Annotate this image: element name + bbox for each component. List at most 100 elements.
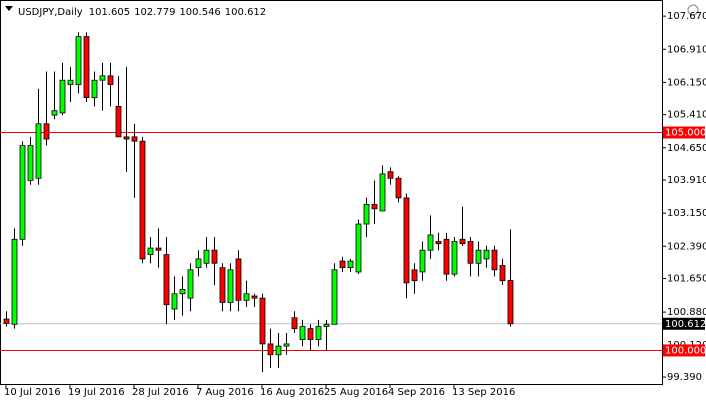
price-label: 100.612 xyxy=(665,319,706,330)
down-candle-body xyxy=(339,260,346,269)
high-value: 102.779 xyxy=(134,7,175,18)
up-candle-body xyxy=(75,36,82,85)
down-candle-body xyxy=(123,136,130,140)
down-candle-body xyxy=(467,241,474,264)
up-candle-body xyxy=(59,79,66,114)
y-tick-label: 107.670 xyxy=(667,11,706,22)
up-candle-body xyxy=(355,223,362,273)
y-tick-label: 106.150 xyxy=(667,77,706,88)
up-candle-body xyxy=(475,249,482,264)
down-candle-body xyxy=(155,247,162,251)
down-candle-body xyxy=(3,318,10,324)
x-tick-label: 4 Sep 2016 xyxy=(388,387,445,398)
x-tick-label: 7 Aug 2016 xyxy=(196,387,254,398)
down-candle-body xyxy=(395,177,402,199)
up-candle-body xyxy=(243,293,250,301)
up-candle-body xyxy=(227,269,234,303)
down-candle-body xyxy=(43,123,50,140)
up-candle-body xyxy=(147,247,154,255)
price-label-box xyxy=(663,317,705,330)
up-candle-body xyxy=(35,123,42,179)
chart-header: USDJPY,Daily 101.605 102.779 100.546 100.612 xyxy=(18,7,266,18)
x-tick-label: 16 Aug 2016 xyxy=(260,387,324,398)
y-tick-label: 103.910 xyxy=(667,175,706,186)
up-candle-body xyxy=(51,110,58,116)
down-candle-body xyxy=(443,238,450,275)
x-tick-label: 25 Aug 2016 xyxy=(324,387,388,398)
down-candle-body xyxy=(163,254,170,306)
y-tick-label: 99.390 xyxy=(667,372,702,383)
up-candle-body xyxy=(379,173,386,212)
down-candle-body xyxy=(291,317,298,330)
down-candle-body xyxy=(387,171,394,179)
x-tick-label: 19 Jul 2016 xyxy=(68,387,125,398)
x-tick-label: 28 Jul 2016 xyxy=(132,387,189,398)
down-candle-body xyxy=(403,197,410,284)
down-candle-body xyxy=(219,267,226,303)
up-candle-body xyxy=(419,249,426,273)
down-candle-body xyxy=(131,136,138,142)
up-candle-body xyxy=(427,234,434,251)
up-candle-body xyxy=(67,79,74,85)
down-candle-body xyxy=(251,295,258,299)
up-candle-body xyxy=(19,145,26,240)
y-tick-label: 101.650 xyxy=(667,274,706,285)
close-value: 100.612 xyxy=(225,7,266,18)
x-tick-label: 10 Jul 2016 xyxy=(4,387,61,398)
down-candle-body xyxy=(107,75,114,85)
down-candle-body xyxy=(411,269,418,282)
down-candle-body xyxy=(115,105,122,138)
up-candle-body xyxy=(283,343,290,347)
menu-arrow xyxy=(5,6,13,11)
down-candle-body xyxy=(459,238,466,245)
down-candle-body xyxy=(307,328,314,340)
up-candle-body xyxy=(195,258,202,269)
down-candle-body xyxy=(491,249,498,271)
price-label-box xyxy=(663,126,705,139)
y-tick-label: 106.910 xyxy=(667,44,706,55)
plot-frame xyxy=(0,0,663,385)
x-tick-label: 13 Sep 2016 xyxy=(452,387,515,398)
low-value: 100.546 xyxy=(179,7,220,18)
price-label: 105.000 xyxy=(665,128,706,139)
up-candle-body xyxy=(11,238,18,325)
symbol: USDJPY,Daily xyxy=(18,7,83,18)
open-value: 101.605 xyxy=(89,7,130,18)
down-candle-body xyxy=(435,241,442,245)
down-candle-body xyxy=(371,204,378,210)
price-label: 100.000 xyxy=(665,345,706,356)
down-candle-body xyxy=(507,280,514,325)
y-tick-label: 100.880 xyxy=(667,307,706,318)
down-candle-body xyxy=(499,265,506,282)
down-candle-body xyxy=(83,36,90,99)
corner-icon xyxy=(687,4,699,16)
price-label-box xyxy=(663,344,705,357)
down-candle-body xyxy=(139,140,146,260)
up-candle-body xyxy=(483,249,490,260)
up-candle-body xyxy=(315,326,322,340)
y-tick-label: 105.410 xyxy=(667,110,706,121)
up-candle-body xyxy=(171,293,178,310)
up-candle-body xyxy=(179,289,186,295)
down-candle-body xyxy=(235,258,242,301)
y-tick-label: 104.650 xyxy=(667,143,706,154)
down-candle-body xyxy=(267,343,274,356)
up-candle-body xyxy=(323,323,330,327)
y-tick-label: 103.150 xyxy=(667,208,706,219)
up-candle-body xyxy=(203,249,210,264)
up-candle-body xyxy=(299,326,306,340)
up-candle-body xyxy=(451,241,458,275)
y-tick-label: 102.390 xyxy=(667,241,706,252)
up-candle-body xyxy=(99,75,106,81)
up-candle-body xyxy=(363,204,370,225)
up-candle-body xyxy=(27,145,34,181)
up-candle-body xyxy=(275,345,282,356)
down-candle-body xyxy=(259,297,266,345)
up-candle-body xyxy=(187,269,194,299)
up-candle-body xyxy=(347,260,354,269)
up-candle-body xyxy=(331,269,338,325)
up-candle-body xyxy=(91,79,98,99)
down-candle-body xyxy=(211,249,218,264)
